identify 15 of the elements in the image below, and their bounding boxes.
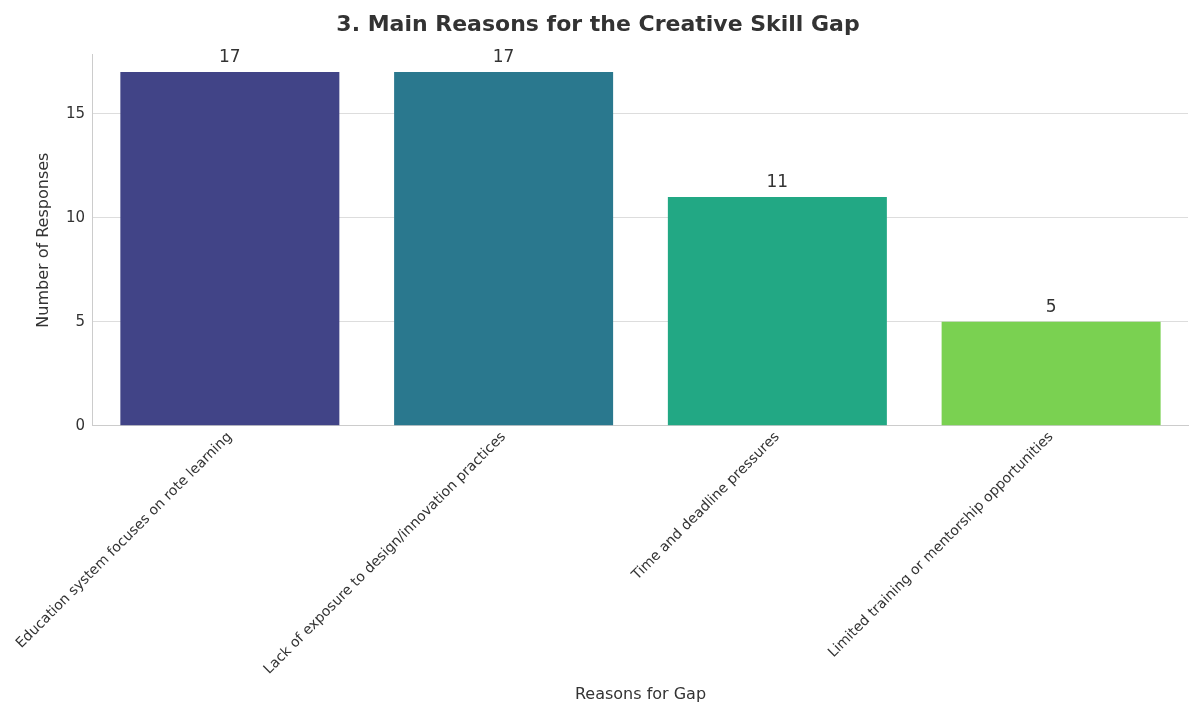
- data-label: 17: [219, 46, 241, 67]
- y-tick-label: 0: [75, 415, 85, 434]
- x-axis-title: Reasons for Gap: [574, 683, 707, 703]
- bar: [120, 72, 340, 426]
- bar: [394, 72, 614, 426]
- y-tick-label: 15: [65, 103, 85, 122]
- chart-title: 3. Main Reasons for the Creative Skill Gap: [336, 10, 860, 36]
- y-tick-label: 5: [75, 311, 85, 330]
- data-label: 11: [766, 170, 789, 191]
- y-axis-title: Number of Responses: [33, 152, 53, 328]
- data-label: 17: [492, 46, 515, 67]
- bar: [941, 321, 1161, 426]
- y-tick-label: 10: [65, 207, 85, 226]
- bar: [667, 196, 887, 426]
- data-label: 5: [1045, 295, 1057, 316]
